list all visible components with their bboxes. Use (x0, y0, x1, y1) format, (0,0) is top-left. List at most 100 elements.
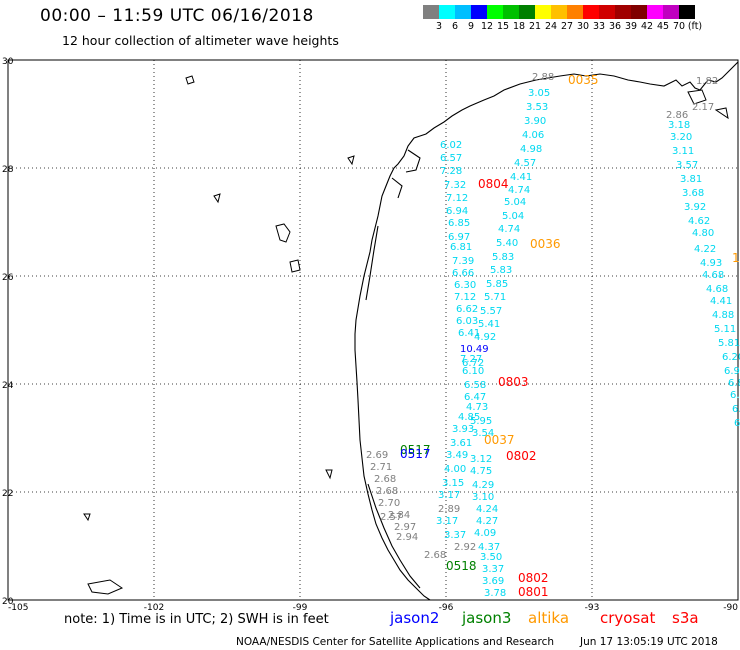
wave-height-label: 4.92 (474, 332, 496, 343)
wave-height-label: 4.93 (700, 258, 722, 269)
wave-height-label: 3.18 (668, 120, 690, 131)
wave-height-label: 6.20 (722, 352, 740, 363)
wave-height-label: 2.68 (376, 486, 398, 497)
color-swatch (439, 5, 455, 19)
legend-jason3: jason3 (462, 609, 512, 627)
color-swatch (519, 5, 535, 19)
color-scale-label: 3 (435, 21, 443, 32)
wave-height-label: 6.10 (462, 366, 484, 377)
pass-time-label: 0802 (506, 449, 537, 463)
wave-height-label: 3.68 (682, 188, 704, 199)
wave-height-label: 4.41 (510, 172, 532, 183)
wave-height-label: 7.12 (454, 292, 476, 303)
lake-5 (213, 193, 221, 204)
wave-height-label: 2.97 (394, 522, 416, 533)
wave-height-label: 3.10 (472, 492, 494, 503)
color-scale-label: 36 (608, 21, 622, 32)
color-scale-label: 42 (640, 21, 654, 32)
lake-2 (275, 223, 291, 243)
map-frame (7, 59, 739, 601)
wave-height-label: 3.61 (450, 438, 472, 449)
pass-time-label: 0517 (400, 447, 431, 461)
wave-height-label: 4.88 (712, 310, 734, 321)
map-title: 00:00 – 11:59 UTC 06/16/2018 (40, 6, 314, 26)
wave-height-label: 3.53 (526, 102, 548, 113)
map-subtitle: 12 hour collection of altimeter wave hei… (62, 33, 339, 48)
color-swatch (535, 5, 551, 19)
wave-height-label: 3.20 (670, 132, 692, 143)
wave-height-label: 6.97 (448, 232, 470, 243)
lake-10 (714, 107, 729, 120)
wave-height-label: 3.15 (442, 478, 464, 489)
pass-time-label: 0036 (530, 237, 561, 251)
wave-height-label: 5.41 (478, 319, 500, 330)
texas-louisiana-coastline (354, 61, 739, 601)
wave-height-label: 3.50 (480, 552, 502, 563)
pass-time-label: 0517 (400, 443, 431, 457)
wave-height-label: 6.81 (450, 242, 472, 253)
wave-height-label: 2.68 (374, 474, 396, 485)
wave-height-label: 6.30 (454, 280, 476, 291)
wave-height-label: 6.62 (456, 304, 478, 315)
wave-height-label: 3.78 (484, 588, 506, 599)
lake-8 (87, 579, 124, 595)
color-scale-label: 12 (480, 21, 494, 32)
wave-height-label: 2.68 (424, 550, 446, 561)
color-scale-label: 24 (544, 21, 558, 32)
wave-height-label: 6 (0, 0, 6, 3)
color-scale-label: 39 (624, 21, 638, 32)
wave-height-label: 6.9 (724, 366, 740, 377)
wave-height-label: 4.22 (694, 244, 716, 255)
wave-height-label: 5.81 (718, 338, 740, 349)
color-swatch (663, 5, 679, 19)
color-swatch (567, 5, 583, 19)
color-swatch (631, 5, 647, 19)
color-swatch (455, 5, 471, 19)
color-swatch (487, 5, 503, 19)
lake-9 (687, 89, 707, 105)
color-swatch (679, 5, 695, 19)
wave-height-label: 6.47 (464, 392, 486, 403)
wave-height-label: 3.17 (436, 516, 458, 527)
wave-height-label: 3.93 (452, 424, 474, 435)
wave-height-label: 2.86 (666, 110, 688, 121)
pass-time-label: 0801 (518, 585, 549, 599)
color-swatch (615, 5, 631, 19)
wave-height-label: 5.95 (470, 416, 492, 427)
color-swatch (647, 5, 663, 19)
color-scale-label: (ft) (687, 21, 703, 32)
lake-1 (185, 75, 195, 85)
wave-height-label: 4.24 (476, 504, 498, 515)
wave-height-label: 6.8 (728, 378, 740, 389)
wave-height-label: 4.85 (458, 412, 480, 423)
generated-timestamp: Jun 17 13:05:19 UTC 2018 (580, 636, 718, 648)
bay-1 (405, 149, 421, 173)
wave-height-label: 3.05 (528, 88, 550, 99)
wave-height-label: 4.41 (710, 296, 732, 307)
wave-height-label: 1.82 (696, 76, 718, 87)
wave-height-label: 5.57 (480, 306, 502, 317)
wave-height-label: 4.68 (702, 270, 724, 281)
wave-height-label: 5.83 (492, 252, 514, 263)
pass-time-label: 0803 (498, 375, 529, 389)
footer-note: note: 1) Time is in UTC; 2) SWH is in fe… (64, 612, 329, 627)
wave-height-label: 6.85 (448, 218, 470, 229)
wave-height-label: 5.11 (714, 324, 736, 335)
latitude-label: 20 (2, 597, 14, 607)
legend-altika: altika (528, 609, 570, 627)
color-scale-label: 6 (451, 21, 459, 32)
wave-height-label: 2.88 (532, 72, 554, 83)
wave-height-label: 5.40 (496, 238, 518, 249)
wave-height-label: 2.84 (388, 510, 410, 521)
color-swatch (583, 5, 599, 19)
barrier-island-2 (365, 225, 379, 301)
latitude-label: 22 (2, 489, 13, 499)
latitude-label: 28 (2, 165, 14, 175)
wave-height-label: 6.72 (462, 358, 484, 369)
longitude-label: -93 (585, 603, 600, 613)
wave-height-label: 7.32 (444, 180, 466, 191)
wave-height-label: 6.03 (456, 316, 478, 327)
wave-height-label: 4.62 (688, 216, 710, 227)
wave-height-label: 2.94 (396, 532, 418, 543)
